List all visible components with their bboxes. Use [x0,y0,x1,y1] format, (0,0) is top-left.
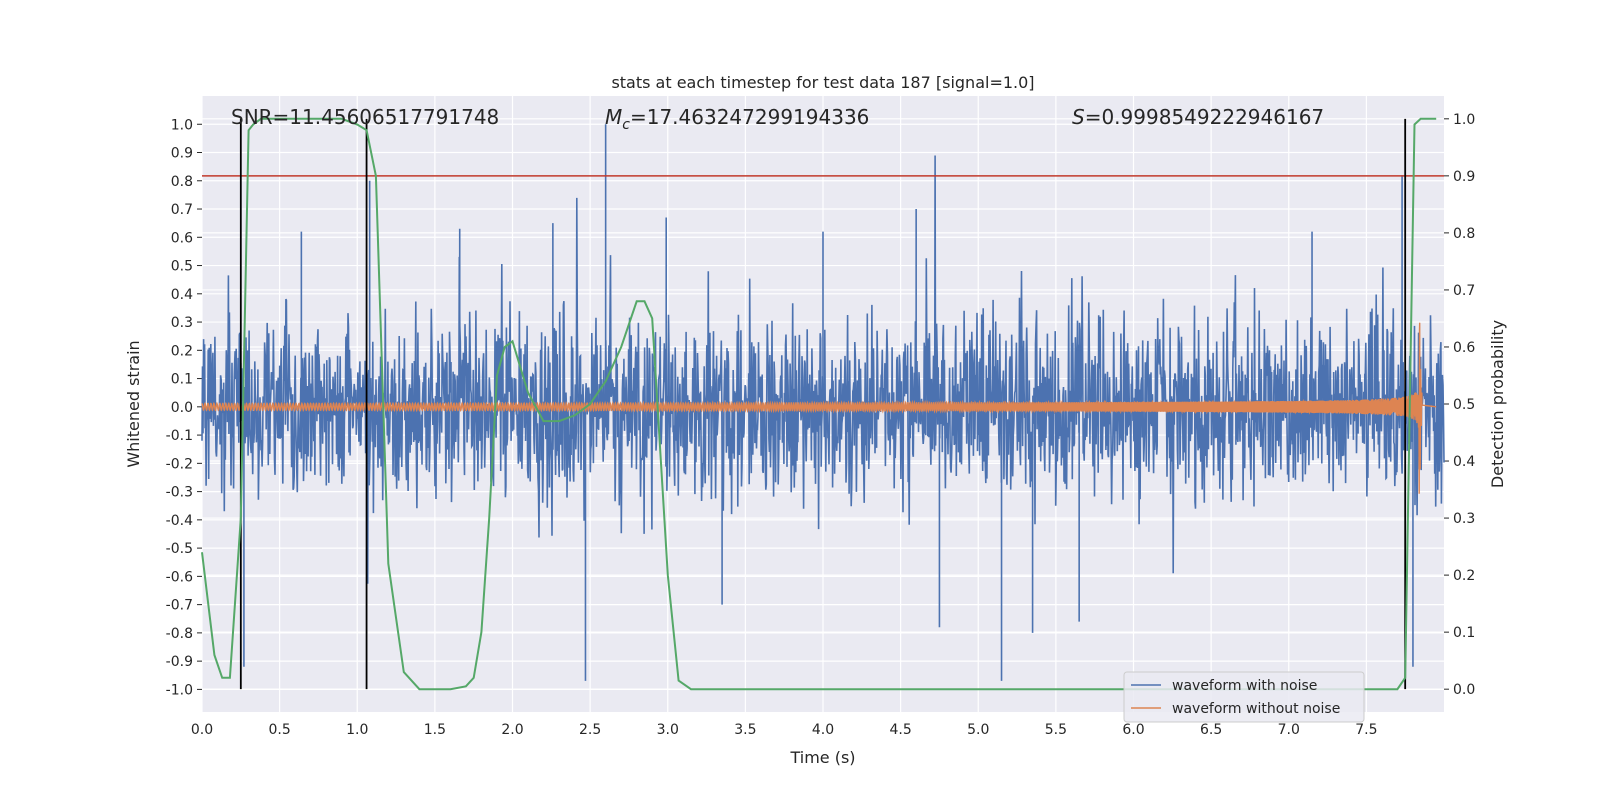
x-tick-label: 1.0 [346,722,368,738]
x-tick-labels: 0.0 0.5 1.0 1.5 2.0 2.5 3.0 3.5 4.0 4.5 5.0 5.5 6.0 6… [191,722,1378,738]
y-left-tick-label: -0.2 [166,456,193,472]
y-right-tick-label: 0.9 [1453,169,1475,185]
y-right-tick-label: 0.7 [1453,283,1475,299]
y-right-tick-label: 0.6 [1453,340,1475,356]
vertical-markers [239,118,1407,690]
y-left-tick-label: -0.6 [166,569,193,585]
x-axis-label: Time (s) [789,748,855,767]
x-tick-label: 3.5 [734,722,756,738]
y-left-tick-label: 1.0 [171,117,193,133]
y-left-tick-label: -0.5 [166,541,193,557]
y-left-tick-label: 0.0 [171,400,193,416]
y-right-tick-label: 1.0 [1453,112,1475,128]
x-tick-label: 3.0 [657,722,679,738]
x-tick-label: 4.5 [889,722,911,738]
probability-series [201,117,1437,691]
chirp-mass-annotation: Mc=17.463247299194336 [605,105,869,133]
legend: waveform with noise waveform without noi… [1123,671,1365,723]
y-left-tick-label: 0.4 [171,287,193,303]
y-right-tick-label: 0.1 [1453,625,1475,641]
x-tick-label: 7.0 [1278,722,1300,738]
y-left-tick-label: 0.8 [171,174,193,190]
x-tick-label: 1.5 [424,722,446,738]
legend-label-noise: waveform with noise [1172,678,1317,694]
x-tick-label: 5.0 [967,722,989,738]
y-left-axis-label: Whitened strain [124,340,143,467]
x-tick-label: 0.5 [268,722,290,738]
y-left-tick-label: 0.2 [171,343,193,359]
chirp-series [201,322,1437,494]
s-symbol: S [1072,105,1085,129]
mc-subscript: c [622,117,630,133]
x-tick-label: 4.0 [812,722,834,738]
y-left-tick-label: -0.1 [166,428,193,444]
legend-label-clean: waveform without noise [1172,701,1340,717]
y-right-tick-label: 0.2 [1453,568,1475,584]
y-right-tick-label: 0.4 [1453,454,1475,470]
mc-value: =17.463247299194336 [630,105,869,129]
noise-series [201,124,1445,681]
x-tick-label: 5.5 [1045,722,1067,738]
chirp-waveform [201,322,1437,494]
x-tick-label: 6.5 [1200,722,1222,738]
y-left-tick-label: 0.5 [171,259,193,275]
y-left-tick-label: -0.8 [166,626,193,642]
y-left-tick-label: -1.0 [166,682,193,698]
y-right-tick-label: 0.8 [1453,226,1475,242]
y-left-tick-label: -0.3 [166,485,193,501]
x-tick-label: 6.0 [1122,722,1144,738]
x-tick-label: 2.5 [579,722,601,738]
probability-line [201,117,1437,691]
y-right-tick-label: 0.0 [1453,682,1475,698]
y-left-tick-label: 0.7 [171,202,193,218]
y-left-tick-label: 0.1 [171,372,193,388]
y-left-tick-labels: 1.0 0.9 0.8 0.7 0.6 0.5 0.4 0.3 0.2 0.1 0.0 -0.1 -0.… [166,117,193,698]
y-left-tick-label: -0.9 [166,654,193,670]
x-tick-label: 0.0 [191,722,213,738]
mc-symbol: M [605,105,622,129]
y-left-tick-label: 0.6 [171,230,193,246]
y-right-axis-label: Detection probability [1488,320,1507,488]
x-tick-label: 7.5 [1355,722,1377,738]
y-left-tick-label: 0.9 [171,146,193,162]
y-right-tick-label: 0.3 [1453,511,1475,527]
y-right-tick-labels: 1.0 0.9 0.8 0.7 0.6 0.5 0.4 0.3 0.2 0.1 0.0 [1453,112,1475,698]
legend-box [1123,671,1365,723]
y-left-tick-label: -0.7 [166,598,193,614]
s-value: =0.9998549222946167 [1085,105,1324,129]
y-left-tick-label: -0.4 [166,513,193,529]
y-left-tick-label: 0.3 [171,315,193,331]
chart-title: stats at each timestep for test data 187… [611,73,1034,92]
snr-annotation: SNR=11.45606517791748 [231,105,499,129]
score-annotation: S=0.9998549222946167 [1072,105,1324,129]
x-tick-label: 2.0 [501,722,523,738]
y-right-tick-label: 0.5 [1453,397,1475,413]
